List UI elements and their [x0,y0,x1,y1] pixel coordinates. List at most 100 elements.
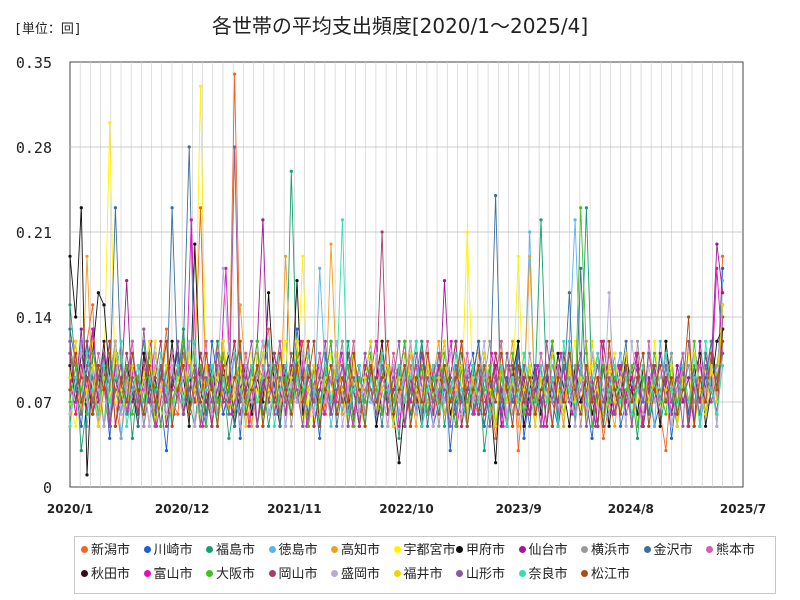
data-point [346,400,350,404]
data-point [431,376,435,380]
data-point [704,400,708,404]
legend-item: 盛岡市 [331,566,380,584]
data-point [715,376,719,380]
data-point [613,424,617,428]
data-point [613,412,617,416]
data-point [357,424,361,428]
data-point [567,351,572,355]
data-point [698,364,702,368]
data-point [181,376,186,380]
data-point [102,364,106,368]
data-point [255,364,259,368]
data-point [278,339,282,343]
legend-item: 熊本市 [706,542,755,560]
data-point [607,364,611,368]
x-tick-label: 2025/7 [720,502,766,516]
data-point [596,388,600,392]
legend-marker [331,546,338,553]
legend-label: 横浜市 [591,543,631,558]
data-point [437,364,441,368]
data-point [278,376,282,380]
data-point [159,339,163,343]
data-point [414,424,418,428]
data-point [494,376,498,380]
data-point [510,339,515,343]
data-point [85,400,89,404]
data-point [244,412,248,416]
data-point [528,412,532,416]
data-point [79,351,83,355]
data-point [198,424,203,428]
data-point [528,376,532,380]
legend-marker [206,570,213,577]
data-point [363,364,367,368]
legend-marker [518,570,526,577]
data-point [119,388,123,392]
data-point [539,424,543,428]
data-point [244,351,248,355]
data-point [721,254,725,258]
data-point [664,376,668,380]
data-point [170,206,174,210]
data-point [352,388,356,392]
data-point [363,424,367,428]
data-point [607,291,611,295]
data-point [68,303,72,307]
legend-label: 福井市 [403,567,443,582]
data-point [536,364,540,368]
data-point [340,376,344,380]
data-point [233,351,237,355]
data-point [414,364,418,368]
legend-marker [268,570,276,577]
data-point [357,364,361,368]
data-point [187,412,191,416]
data-point [170,400,174,404]
data-point [494,364,498,368]
data-point [261,364,265,368]
data-point [130,376,134,380]
data-point [647,351,651,355]
data-point [647,364,651,368]
data-point [675,400,679,404]
data-point [108,121,112,125]
data-point [267,364,271,368]
data-point [573,400,577,404]
data-point [79,388,83,392]
data-point [181,400,186,404]
data-point [142,327,146,331]
data-point [454,388,458,392]
data-point [721,351,725,355]
data-point [125,364,129,368]
data-point [284,424,288,428]
data-point [247,424,251,428]
data-point [193,424,197,428]
data-point [374,424,378,428]
data-point [323,339,327,343]
data-point [652,351,657,355]
legend-marker [456,570,463,577]
data-point [238,303,242,307]
data-point [624,400,628,404]
data-point [130,339,134,343]
legend-marker [268,546,276,553]
data-point [505,400,509,404]
data-point [618,424,623,428]
legend-marker [81,546,88,553]
data-point [454,351,458,355]
data-point [579,376,583,380]
data-point [85,376,89,380]
data-point [170,364,174,368]
data-point [102,351,106,355]
data-point [454,339,458,343]
data-point [613,351,617,355]
data-point [159,376,163,380]
data-point [630,339,634,343]
data-point [147,339,151,343]
data-point [584,400,589,404]
data-point [420,364,424,368]
data-point [113,376,117,380]
data-point [635,424,640,428]
data-point [187,376,191,380]
data-point [669,351,674,355]
data-point [630,400,634,404]
